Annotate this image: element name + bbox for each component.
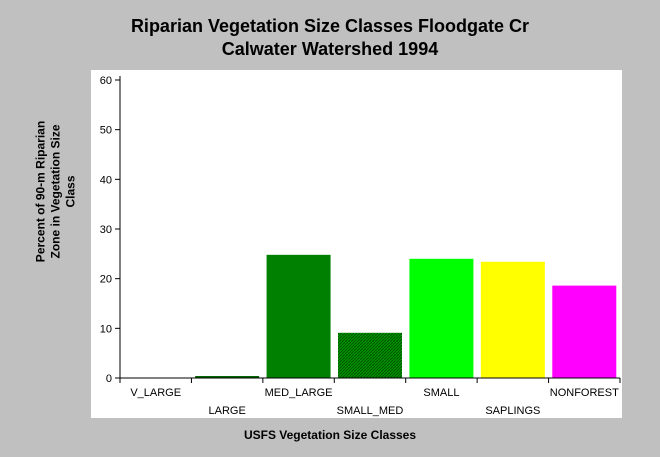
- y-tick-label: 20: [100, 274, 112, 286]
- x-tick-label-saplings: SAPLINGS: [485, 405, 540, 417]
- bar-large: [195, 376, 260, 378]
- y-tick-label: 40: [100, 174, 112, 186]
- bar-saplings: [480, 261, 545, 378]
- y-tick-label: 50: [100, 125, 112, 137]
- chart-title: Riparian Vegetation Size Classes Floodga…: [130, 16, 530, 36]
- x-tick-label-large: LARGE: [208, 405, 245, 417]
- bar-small_med: [338, 332, 402, 378]
- x-tick-label-v_large: V_LARGE: [130, 387, 181, 399]
- bar-nonforest: [552, 285, 617, 378]
- y-tick-label: 0: [106, 373, 112, 385]
- bar-med_large: [266, 254, 331, 378]
- y-tick-label: 60: [100, 75, 112, 87]
- x-tick-label-small: SMALL: [423, 387, 459, 399]
- x-axis-label: USFS Vegetation Size Classes: [243, 428, 417, 442]
- y-tick-label: 10: [100, 323, 112, 335]
- chart-subtitle: Calwater Watershed 1994: [221, 39, 439, 59]
- bar-small: [409, 258, 474, 378]
- y-tick-label: 30: [100, 224, 112, 236]
- x-tick-label-nonforest: NONFOREST: [550, 387, 619, 399]
- x-tick-label-small_med: SMALL_MED: [337, 405, 404, 417]
- x-tick-label-med_large: MED_LARGE: [265, 387, 333, 399]
